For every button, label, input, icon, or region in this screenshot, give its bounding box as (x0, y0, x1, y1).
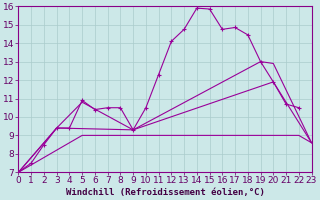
X-axis label: Windchill (Refroidissement éolien,°C): Windchill (Refroidissement éolien,°C) (66, 188, 264, 197)
